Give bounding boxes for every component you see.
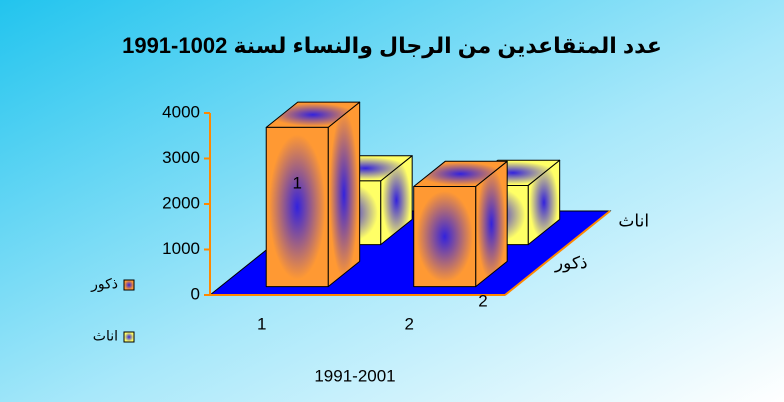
x-tick-label: 1 — [257, 314, 266, 333]
depth-label: اناث — [618, 211, 649, 230]
bar — [413, 160, 508, 288]
z-axis — [504, 210, 611, 296]
y-tick-label: 2000 — [162, 193, 200, 212]
x-tick-label: 2 — [404, 314, 413, 333]
annotation: 2 — [478, 291, 487, 310]
y-tick-label: 0 — [191, 284, 200, 303]
legend-swatch — [123, 279, 135, 291]
y-tick-label: 3000 — [162, 148, 200, 167]
y-tick-label: 4000 — [162, 102, 200, 121]
bar-side — [327, 101, 361, 288]
depth-label: ذكور — [554, 253, 588, 272]
bar: 1 — [265, 101, 361, 288]
bar-front — [413, 186, 477, 288]
legend-label: ذكور — [90, 276, 118, 293]
x-axis-title: 1991-2001 — [314, 366, 395, 385]
chart-title: عدد المتقاعدين من الرجال والنساء لسنة 10… — [122, 33, 662, 59]
data-label: 1 — [292, 174, 301, 193]
y-tick-label: 1000 — [162, 239, 200, 258]
bar-front — [265, 126, 329, 288]
legend-swatch — [123, 331, 135, 343]
legend-label: اناث — [93, 328, 118, 344]
